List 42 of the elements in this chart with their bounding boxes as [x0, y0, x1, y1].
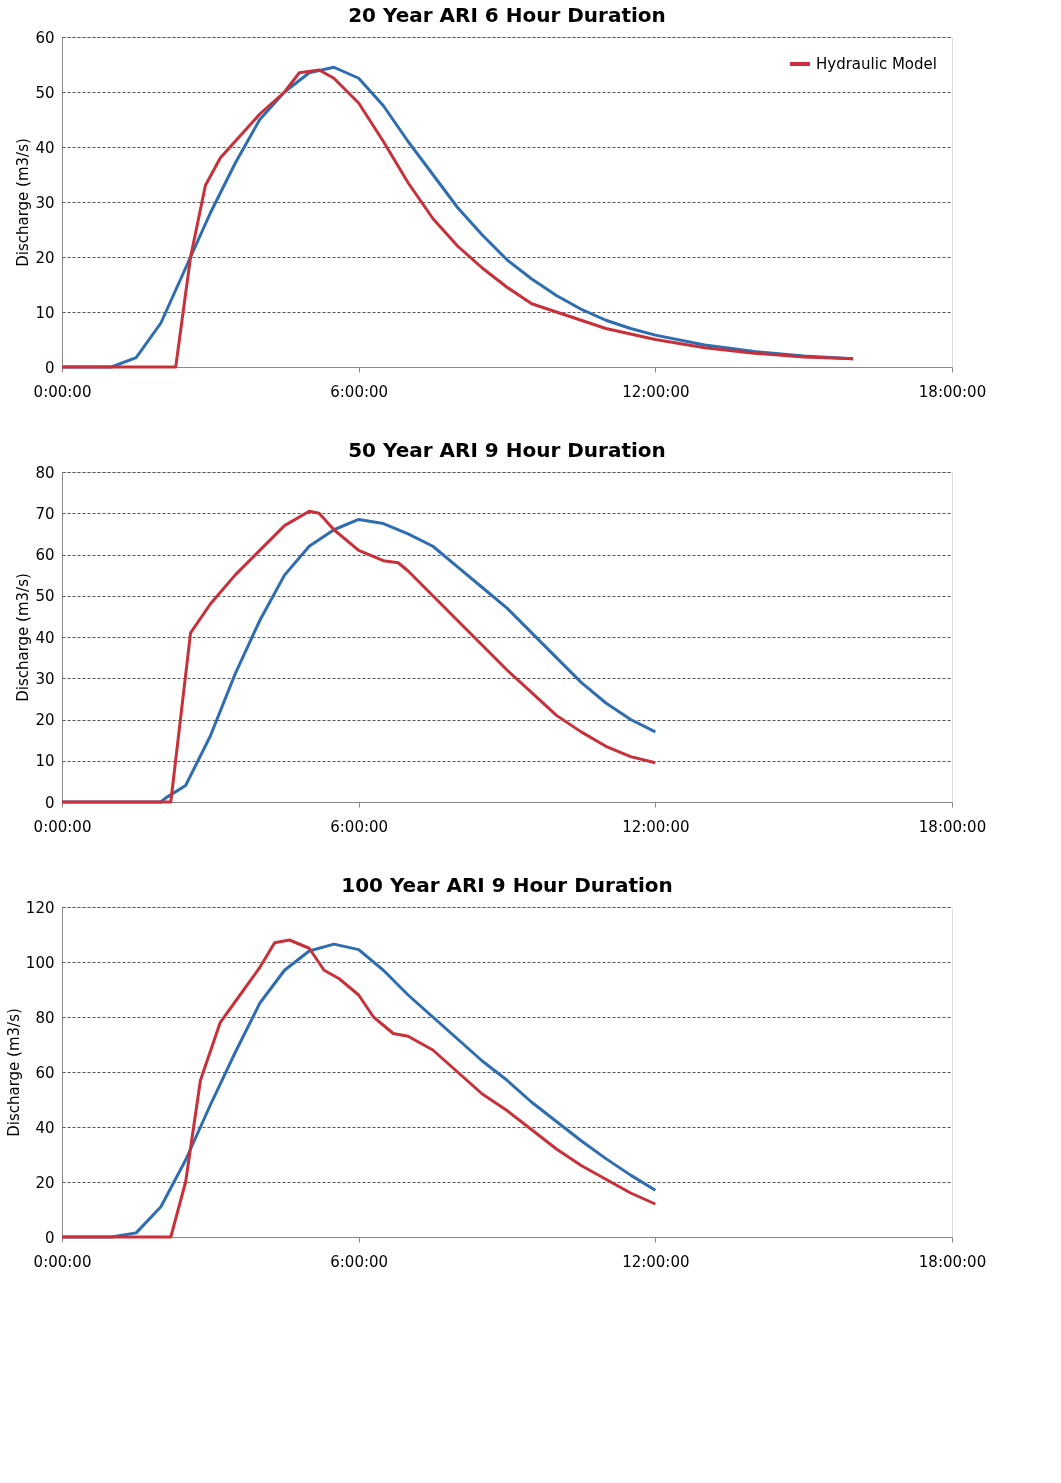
- x-tick-label: 6:00:00: [330, 817, 389, 836]
- y-tick-label: 20: [35, 711, 55, 729]
- chart-title: 100 Year ARI 9 Hour Duration: [341, 873, 673, 897]
- y-tick-label: 50: [35, 587, 55, 606]
- x-tick-label: 0:00:00: [33, 1252, 92, 1271]
- y-tick-label: 30: [35, 193, 55, 212]
- y-tick-label: 40: [35, 1118, 55, 1137]
- y-tick-label: 30: [35, 669, 55, 688]
- y-tick-label: 10: [35, 303, 55, 322]
- y-tick-label: 0: [44, 358, 55, 377]
- x-tick-label: 18:00:00: [918, 817, 987, 836]
- x-tick-label: 6:00:00: [330, 382, 389, 401]
- chart-title: 50 Year ARI 9 Hour Duration: [348, 438, 666, 462]
- y-tick-label: 40: [35, 138, 55, 157]
- y-tick-label: 120: [25, 898, 55, 917]
- x-tick-label: 12:00:00: [622, 1252, 690, 1271]
- x-tick-label: 12:00:00: [622, 382, 690, 401]
- x-tick-label: 18:00:00: [918, 1252, 987, 1271]
- y-tick-label: 60: [35, 28, 55, 47]
- y-axis-title: Discharge (m3/s): [14, 138, 33, 267]
- y-tick-label: 20: [35, 248, 55, 267]
- x-tick-label: 0:00:00: [33, 382, 92, 401]
- y-tick-label: 80: [35, 1008, 55, 1027]
- x-tick-label: 6:00:00: [330, 1252, 389, 1271]
- y-tick-label: 60: [35, 546, 55, 564]
- y-tick-label: 70: [35, 504, 55, 523]
- y-axis-title: Discharge (m3/s): [14, 573, 33, 702]
- y-tick-label: 60: [35, 1063, 55, 1082]
- y-axis-title: Discharge (m3/s): [4, 1008, 23, 1137]
- x-tick-label: 18:00:00: [918, 382, 987, 401]
- y-tick-label: 0: [44, 793, 55, 812]
- y-tick-label: 0: [44, 1228, 55, 1247]
- x-tick-label: 12:00:00: [622, 817, 690, 836]
- y-tick-label: 20: [35, 1173, 55, 1192]
- chart-title: 20 Year ARI 6 Hour Duration: [348, 3, 666, 27]
- y-tick-label: 80: [35, 463, 55, 482]
- y-tick-label: 50: [35, 83, 55, 102]
- y-tick-label: 10: [35, 752, 55, 771]
- y-tick-label: 100: [25, 953, 55, 972]
- y-tick-label: 40: [35, 628, 55, 647]
- legend-label: Hydraulic Model: [816, 55, 937, 73]
- x-tick-label: 0:00:00: [33, 817, 92, 836]
